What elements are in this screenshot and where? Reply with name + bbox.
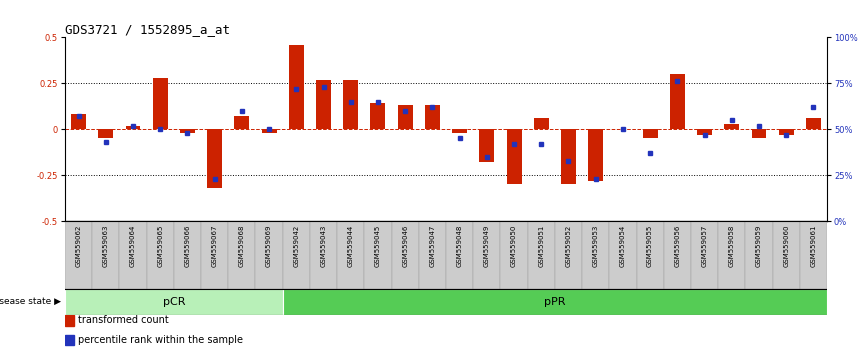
Bar <box>120 221 146 289</box>
Text: GSM559066: GSM559066 <box>184 225 191 267</box>
Bar <box>452 129 467 133</box>
Bar <box>419 221 446 289</box>
Bar <box>371 103 385 129</box>
Bar <box>473 221 501 289</box>
Bar <box>643 129 657 138</box>
Bar <box>610 221 637 289</box>
Bar <box>391 221 419 289</box>
Bar <box>65 315 74 326</box>
Text: GSM559064: GSM559064 <box>130 225 136 267</box>
Bar <box>561 129 576 184</box>
Bar <box>425 105 440 129</box>
Bar <box>691 221 718 289</box>
Bar <box>806 118 821 129</box>
Text: GSM559058: GSM559058 <box>729 225 734 267</box>
Bar <box>746 221 772 289</box>
Bar <box>779 129 793 135</box>
Bar <box>337 221 365 289</box>
Text: GSM559054: GSM559054 <box>620 225 626 267</box>
Bar <box>92 221 120 289</box>
Text: GSM559048: GSM559048 <box>456 225 462 267</box>
Bar <box>310 221 337 289</box>
Text: GSM559043: GSM559043 <box>320 225 326 267</box>
Text: percentile rank within the sample: percentile rank within the sample <box>78 335 243 345</box>
Text: GSM559060: GSM559060 <box>783 225 789 267</box>
Bar <box>533 118 549 129</box>
Bar <box>637 221 663 289</box>
Bar <box>752 129 766 138</box>
Bar <box>126 126 140 129</box>
Bar <box>229 221 255 289</box>
Text: GSM559046: GSM559046 <box>402 225 408 267</box>
Text: GSM559047: GSM559047 <box>430 225 436 267</box>
Text: GDS3721 / 1552895_a_at: GDS3721 / 1552895_a_at <box>65 23 230 36</box>
Bar <box>201 221 229 289</box>
Text: GSM559049: GSM559049 <box>484 225 490 267</box>
Text: GSM559044: GSM559044 <box>348 225 353 267</box>
Bar <box>65 335 74 345</box>
Text: GSM559069: GSM559069 <box>266 225 272 267</box>
Text: GSM559053: GSM559053 <box>592 225 598 267</box>
Text: GSM559065: GSM559065 <box>158 225 163 267</box>
Bar <box>152 78 168 129</box>
Text: disease state ▶: disease state ▶ <box>0 297 61 306</box>
Bar <box>365 221 391 289</box>
Bar <box>663 221 691 289</box>
Text: GSM559050: GSM559050 <box>511 225 517 267</box>
Bar <box>282 289 827 315</box>
Bar <box>71 114 86 129</box>
Text: GSM559057: GSM559057 <box>701 225 708 267</box>
Bar <box>146 221 174 289</box>
Bar <box>718 221 746 289</box>
Bar <box>446 221 473 289</box>
Text: GSM559061: GSM559061 <box>811 225 817 267</box>
Text: pPR: pPR <box>544 297 565 307</box>
Bar <box>235 116 249 129</box>
Bar <box>262 129 276 133</box>
Text: GSM559045: GSM559045 <box>375 225 381 267</box>
Bar <box>397 105 412 129</box>
Bar <box>479 129 494 162</box>
Text: GSM559056: GSM559056 <box>675 225 681 267</box>
Bar <box>343 80 359 129</box>
Text: GSM559052: GSM559052 <box>565 225 572 267</box>
Text: transformed count: transformed count <box>78 315 169 325</box>
Text: GSM559063: GSM559063 <box>103 225 109 267</box>
Bar <box>180 129 195 133</box>
Bar <box>582 221 610 289</box>
Text: GSM559051: GSM559051 <box>539 225 544 267</box>
Bar <box>527 221 555 289</box>
Text: GSM559067: GSM559067 <box>211 225 217 267</box>
Bar <box>555 221 582 289</box>
Bar <box>669 74 685 129</box>
Bar <box>697 129 712 135</box>
Text: pCR: pCR <box>163 297 185 307</box>
Bar <box>207 129 222 188</box>
Bar <box>724 124 740 129</box>
Bar <box>772 221 800 289</box>
Text: GSM559042: GSM559042 <box>294 225 300 267</box>
Bar <box>501 221 527 289</box>
Text: GSM559062: GSM559062 <box>75 225 81 267</box>
Bar <box>288 45 304 129</box>
Text: GSM559068: GSM559068 <box>239 225 245 267</box>
Bar <box>174 221 201 289</box>
Bar <box>316 80 331 129</box>
Bar <box>98 129 113 138</box>
Bar <box>507 129 521 184</box>
Bar <box>65 289 282 315</box>
Text: GSM559059: GSM559059 <box>756 225 762 267</box>
Bar <box>255 221 282 289</box>
Bar <box>282 221 310 289</box>
Text: GSM559055: GSM559055 <box>647 225 653 267</box>
Bar <box>65 221 92 289</box>
Bar <box>800 221 827 289</box>
Bar <box>588 129 603 181</box>
